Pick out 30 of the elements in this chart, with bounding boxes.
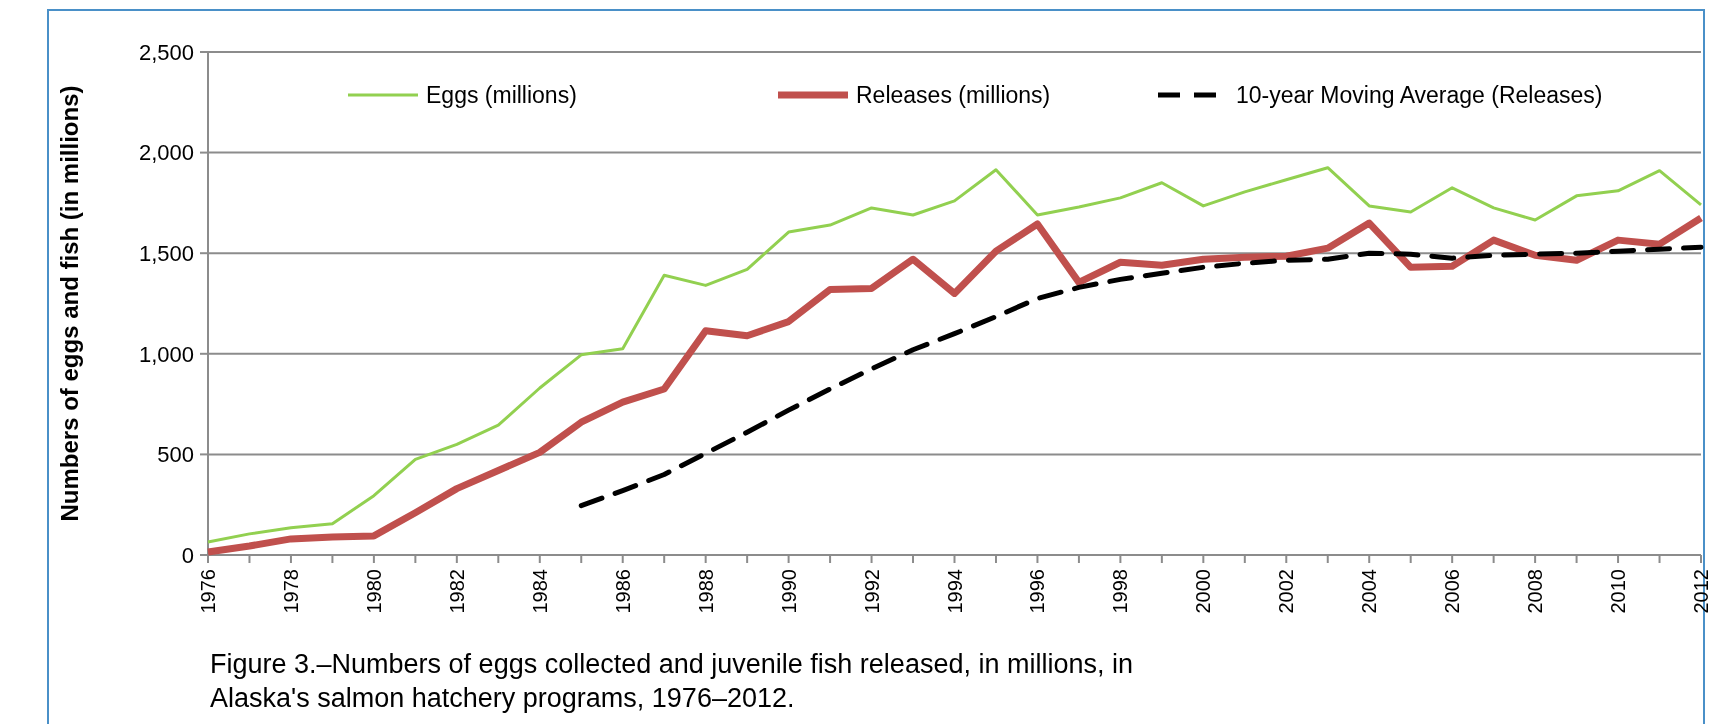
x-tick-label: 1998 bbox=[1109, 569, 1132, 614]
x-tick-label: 1994 bbox=[943, 569, 966, 614]
legend-label: Eggs (millions) bbox=[426, 82, 577, 109]
x-tick-label: 1976 bbox=[197, 569, 219, 614]
x-tick-label: 2000 bbox=[1192, 569, 1215, 614]
x-tick-label: 2010 bbox=[1607, 569, 1630, 614]
x-tick-label: 2004 bbox=[1358, 569, 1381, 614]
x-tick-label: 1980 bbox=[362, 569, 385, 614]
x-tick-label: 1992 bbox=[860, 569, 883, 614]
y-axis-title: Numbers of eggs and fish (in millions) bbox=[56, 85, 83, 522]
x-tick-label: 1990 bbox=[777, 569, 800, 614]
x-tick-label: 1986 bbox=[611, 569, 634, 614]
legend-label: 10-year Moving Average (Releases) bbox=[1236, 82, 1603, 109]
x-tick-label: 1996 bbox=[1026, 569, 1049, 614]
y-tick-label: 2,500 bbox=[138, 39, 194, 65]
caption: Figure 3.–Numbers of eggs collected and juvenile fish released, in millions, in Alaska's salmon hatchery programs, 1976–2012. bbox=[210, 649, 1133, 713]
x-tick-label: 2002 bbox=[1275, 569, 1298, 614]
x-tick-label: 1988 bbox=[694, 569, 717, 614]
y-tick-label: 1,000 bbox=[138, 341, 194, 367]
x-tick-label: 1978 bbox=[279, 569, 302, 614]
y-tick-label: 2,000 bbox=[138, 140, 194, 166]
x-tick-label: 1982 bbox=[445, 569, 468, 614]
x-tick-label: 2012 bbox=[1690, 569, 1712, 614]
x-tick-label: 1984 bbox=[528, 569, 551, 614]
y-tick-label: 0 bbox=[181, 542, 194, 568]
legend-label: Releases (millions) bbox=[856, 82, 1051, 109]
x-tick-label: 2006 bbox=[1441, 569, 1464, 614]
x-tick-label: 2008 bbox=[1524, 569, 1547, 614]
y-tick-label: 500 bbox=[157, 442, 194, 468]
y-tick-label: 1,500 bbox=[138, 240, 194, 266]
